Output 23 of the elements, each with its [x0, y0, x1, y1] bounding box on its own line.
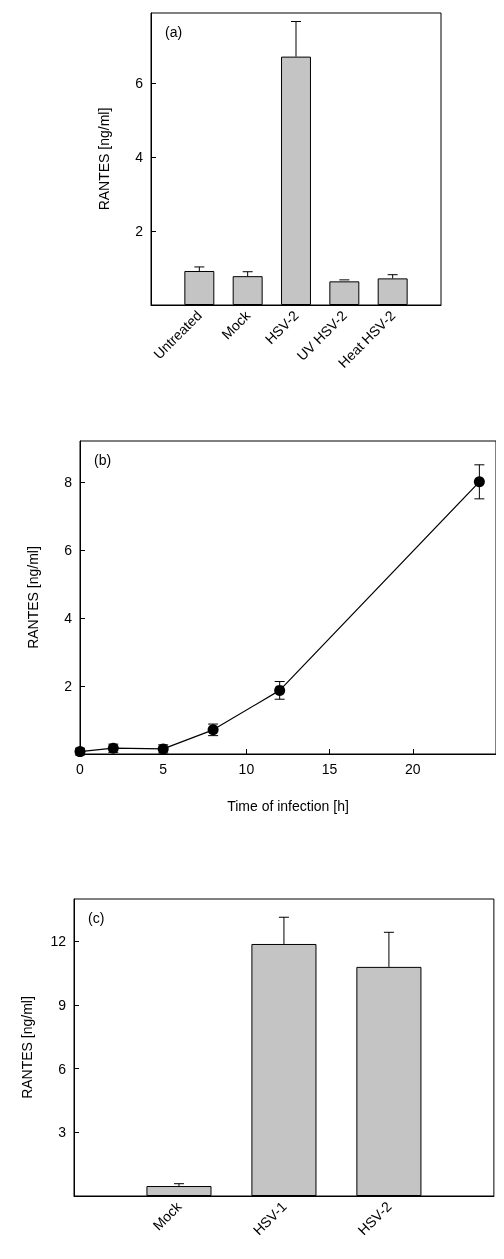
y-axis-title: RANTES [ng/ml]: [19, 996, 35, 1099]
x-tick-label: 20: [405, 761, 421, 777]
x-tick-label: 5: [159, 761, 168, 777]
y-axis-title: RANTES [ng/ml]: [25, 546, 41, 649]
y-tick-label: 4: [135, 149, 144, 166]
annotation: (b): [94, 452, 112, 468]
y-tick-label: 8: [64, 473, 73, 490]
annotation: (c): [88, 910, 105, 926]
y-tick-label: 4: [64, 609, 73, 626]
annotation: (a): [165, 24, 183, 40]
y-axis-title: RANTES [ng/ml]: [96, 107, 112, 211]
y-tick-label: 2: [64, 677, 73, 694]
y-tick-label: 2: [135, 223, 144, 240]
x-tick-label: 0: [76, 761, 85, 777]
x-tick-label: 15: [321, 761, 338, 777]
y-tick-label: 3: [58, 1124, 67, 1141]
y-tick-label: 6: [64, 541, 73, 558]
x-axis-title: Time of infection [h]: [227, 798, 349, 814]
y-tick-label: 9: [58, 997, 67, 1014]
y-tick-label: 6: [135, 75, 144, 92]
x-tick-label: 10: [238, 761, 255, 777]
y-tick-label: 6: [58, 1060, 67, 1077]
y-tick-label: 12: [50, 933, 67, 950]
